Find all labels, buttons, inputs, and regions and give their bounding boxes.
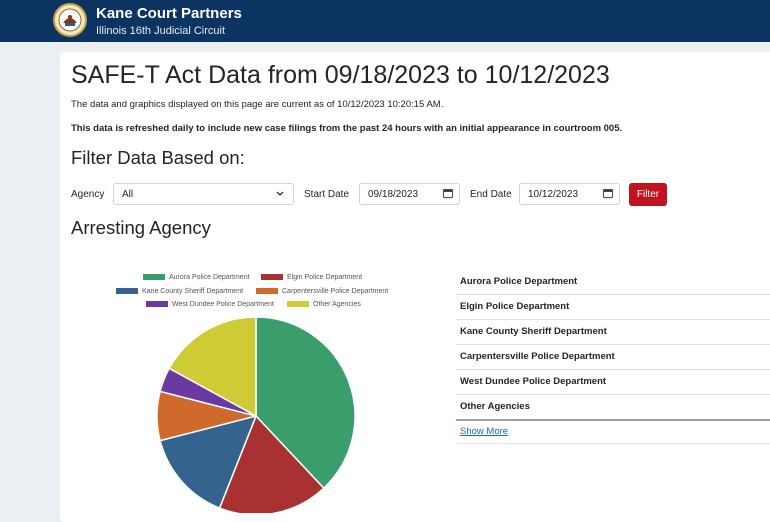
top-navbar: Kane Court Partners Illinois 16th Judici… (0, 0, 770, 42)
end-date-label: End Date (470, 189, 512, 200)
legend-swatch (143, 274, 165, 281)
arresting-agency-heading: Arresting Agency (71, 217, 211, 238)
table-row: Aurora Police Department (456, 270, 770, 295)
chevron-down-icon (276, 191, 284, 196)
calendar-icon[interactable] (603, 189, 613, 198)
legend-swatch (146, 301, 168, 308)
legend-item[interactable]: Other Agencies (287, 301, 361, 308)
agency-label: Agency (71, 189, 105, 200)
start-date-value: 09/18/2023 (368, 189, 419, 200)
pie-slice[interactable] (218, 414, 325, 513)
pie-slice[interactable] (255, 316, 356, 490)
table-row: Elgin Police Department (456, 295, 770, 320)
app-title[interactable]: Kane Court Partners (96, 5, 242, 22)
refresh-note: This data is refreshed daily to include … (71, 123, 623, 134)
table-row: Kane County Sheriff Department (456, 320, 770, 345)
page-title: SAFE-T Act Data from 09/18/2023 to 10/12… (71, 61, 610, 89)
legend-item[interactable]: West Dundee Police Department (146, 301, 274, 308)
data-current-as-of: The data and graphics displayed on this … (71, 99, 444, 110)
illinois-seal-logo[interactable] (53, 3, 87, 37)
start-date-label: Start Date (304, 189, 350, 200)
filter-button[interactable]: Filter (629, 183, 667, 206)
show-more-link[interactable]: Show More (460, 426, 509, 437)
end-date-input[interactable]: 10/12/2023 (519, 183, 620, 205)
pie-slice[interactable] (159, 414, 258, 510)
table-row: Carpentersville Police Department (456, 345, 770, 370)
table-row: West Dundee Police Department (456, 370, 770, 395)
legend-label: West Dundee Police Department (172, 301, 274, 308)
agency-select[interactable]: All (113, 183, 294, 205)
legend-item[interactable]: Aurora Police Department (143, 274, 250, 281)
legend-label: Kane County Sheriff Department (142, 288, 244, 295)
legend-swatch (256, 288, 278, 295)
calendar-icon[interactable] (443, 189, 453, 198)
divider (456, 443, 770, 444)
app-subtitle: Illinois 16th Judicial Circuit (96, 25, 225, 37)
start-date-input[interactable]: 09/18/2023 (359, 183, 460, 205)
legend-label: Aurora Police Department (169, 274, 250, 281)
end-date-value: 10/12/2023 (528, 189, 579, 200)
legend-swatch (261, 274, 283, 281)
legend-label: Carpentersville Police Department (282, 288, 389, 295)
legend-swatch (116, 288, 138, 295)
legend-item[interactable]: Carpentersville Police Department (256, 288, 388, 295)
pie-slice[interactable] (168, 316, 257, 418)
legend-label: Other Agencies (313, 301, 361, 308)
table-row: Other Agencies (456, 395, 770, 421)
legend-label: Elgin Police Department (287, 274, 363, 281)
agency-select-value: All (122, 189, 134, 200)
legend-swatch (287, 301, 309, 308)
agency-table: Aurora Police Department Elgin Police De… (456, 270, 770, 421)
legend-item[interactable]: Elgin Police Department (261, 274, 362, 281)
filter-heading: Filter Data Based on: (71, 147, 245, 168)
legend-item[interactable]: Kane County Sheriff Department (116, 288, 243, 295)
agency-pie-chart[interactable] (150, 310, 362, 513)
